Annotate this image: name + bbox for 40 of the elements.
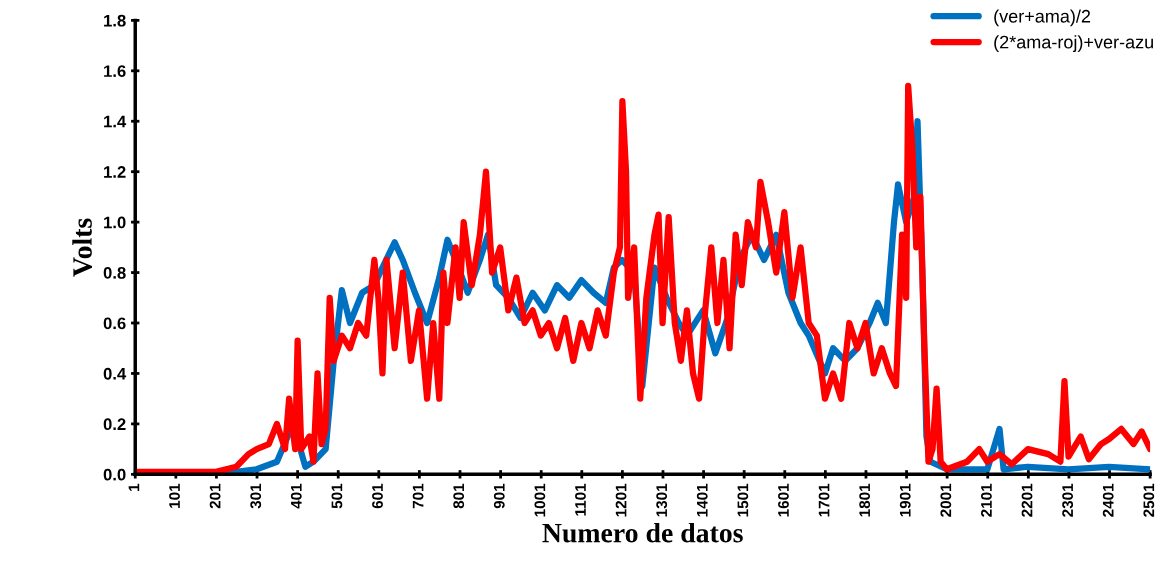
y-tick-label: 1.6: [104, 65, 126, 78]
y-tick-label: 1.0: [104, 216, 126, 229]
legend-label: (2*ama-roj)+ver-azu: [994, 35, 1153, 53]
x-tick-label: 501: [331, 483, 343, 509]
y-tick-label: 1.2: [104, 166, 126, 178]
x-tick-label: 201: [209, 483, 221, 509]
y-axis-title: Volts: [72, 218, 92, 277]
x-tick-label: 1401: [696, 483, 708, 517]
x-tick-label: 101: [169, 483, 180, 508]
y-tick-label: 0.8: [103, 266, 126, 279]
x-tick-label: 2301: [1062, 483, 1074, 517]
x-tick-label: 2501: [1143, 483, 1155, 517]
y-tick-label: 1.4: [104, 115, 127, 128]
y-tick-label: 0.0: [103, 468, 126, 481]
x-tick-label: 1201: [615, 483, 627, 517]
y-tick-label: 1.8: [104, 14, 126, 27]
x-tick-label: 1801: [859, 483, 871, 517]
x-tick-label: 1601: [778, 483, 789, 517]
x-tick-label: 1901: [899, 483, 911, 517]
x-tick-label: 2401: [1102, 483, 1114, 517]
x-tick-label: 1301: [656, 483, 668, 517]
x-tick-label: 1701: [818, 483, 830, 517]
x-axis-title: Numero de datos: [542, 522, 743, 543]
x-tick-label: 2101: [981, 483, 992, 517]
x-tick-label: 901: [493, 483, 505, 509]
x-tick-label: 2201: [1021, 483, 1033, 517]
x-tick-label: 1001: [534, 483, 546, 517]
x-tick-label: 1101: [575, 483, 586, 516]
legend-label: (ver+ama)/2: [994, 9, 1091, 27]
x-tick-label: 601: [372, 483, 383, 509]
y-tick-label: 0.2: [103, 418, 126, 431]
x-tick-label: 1: [128, 483, 140, 491]
x-tick-label: 801: [453, 483, 465, 509]
y-tick-label: 0.4: [103, 367, 127, 380]
x-tick-label: 301: [250, 483, 262, 509]
y-tick-label: 0.6: [103, 317, 126, 330]
x-tick-label: 1501: [737, 483, 749, 517]
x-tick-label: 2001: [940, 483, 952, 517]
x-tick-label: 401: [290, 483, 302, 509]
x-tick-label: 701: [412, 483, 424, 509]
